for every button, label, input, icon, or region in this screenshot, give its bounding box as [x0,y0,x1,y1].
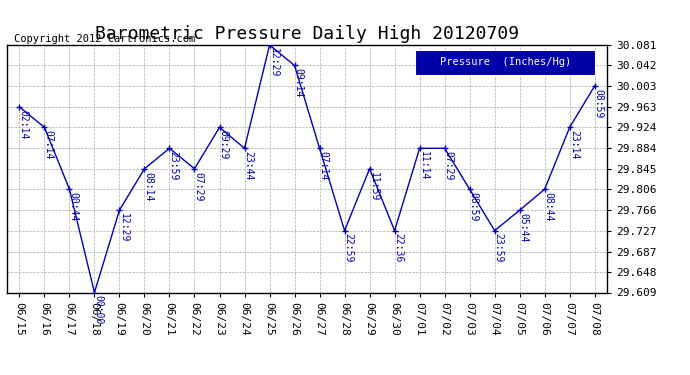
Text: 07:29: 07:29 [194,171,204,201]
Text: 12:29: 12:29 [119,213,128,242]
Title: Barometric Pressure Daily High 20120709: Barometric Pressure Daily High 20120709 [95,26,519,44]
Text: 09:29: 09:29 [219,130,228,159]
Text: 12:29: 12:29 [268,48,279,77]
Text: 23:14: 23:14 [569,130,579,159]
Text: 23:59: 23:59 [494,233,504,263]
Text: 23:59: 23:59 [168,151,179,180]
Text: 00:44: 00:44 [68,192,79,221]
Text: 08:59: 08:59 [469,192,479,221]
Text: 23:44: 23:44 [244,151,254,180]
Text: 05:44: 05:44 [519,213,529,242]
Text: 08:14: 08:14 [144,171,154,201]
Text: 07:14: 07:14 [319,151,328,180]
Text: Copyright 2012 Cartronics.com: Copyright 2012 Cartronics.com [14,34,195,44]
Text: 02:14: 02:14 [19,110,28,139]
Text: 09:14: 09:14 [294,68,304,98]
Text: 07:29: 07:29 [444,151,454,180]
Text: 22:36: 22:36 [394,233,404,263]
Text: 07:14: 07:14 [43,130,54,159]
Text: 00:00: 00:00 [94,295,104,325]
Text: 08:59: 08:59 [594,88,604,118]
Text: 08:44: 08:44 [544,192,554,221]
Text: 11:59: 11:59 [368,171,379,201]
Text: 11:14: 11:14 [419,151,428,180]
Text: 22:59: 22:59 [344,233,354,263]
